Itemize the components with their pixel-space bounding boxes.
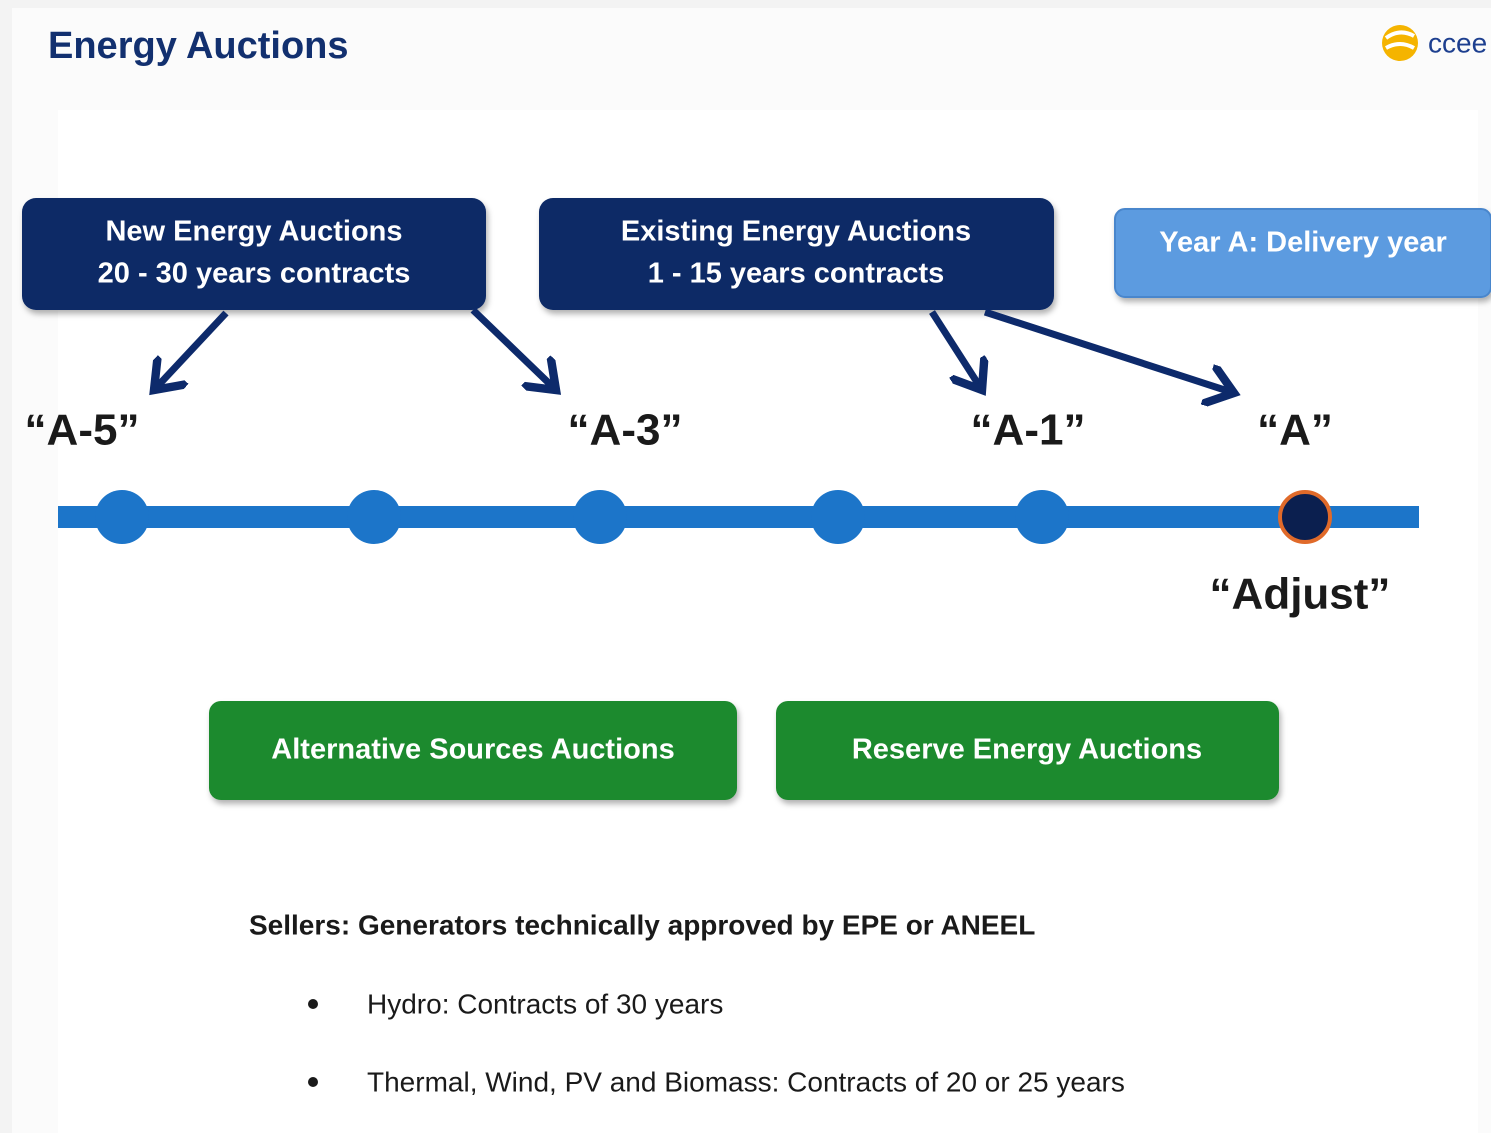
title: Energy Auctions — [48, 25, 349, 67]
timeline-label: “A-3” — [568, 406, 683, 455]
bullet — [308, 1077, 318, 1087]
dot — [347, 490, 401, 544]
dot — [1015, 490, 1069, 544]
box — [1114, 208, 1491, 298]
logo-swoosh — [1384, 30, 1415, 50]
delivery-dot — [1278, 490, 1332, 544]
adjust-label: “Adjust” — [1210, 570, 1391, 619]
box-text: 20 - 30 years contracts — [98, 258, 411, 290]
dot — [811, 490, 865, 544]
green-box — [209, 701, 737, 800]
bullet-text: Thermal, Wind, PV and Biomass: Contracts… — [367, 1066, 1125, 1097]
arrow — [983, 308, 1234, 393]
green-box-text: Reserve Energy Auctions — [852, 734, 1202, 766]
dot — [573, 490, 627, 544]
logo-text: ccee — [1428, 27, 1487, 58]
sellers-text: Sellers: Generators technically approved… — [249, 909, 1035, 940]
arrow — [470, 307, 556, 390]
arrows — [154, 307, 1234, 393]
timeline-label: “A-1” — [971, 406, 1086, 455]
timeline-label: “A-5” — [25, 406, 140, 455]
logo: ccee — [1382, 25, 1487, 61]
box — [539, 198, 1054, 310]
box-text: Existing Energy Auctions — [621, 216, 971, 248]
bullet — [308, 999, 318, 1009]
box-text: 1 - 15 years contracts — [648, 258, 945, 290]
green-box — [776, 701, 1279, 800]
bullet-text: Hydro: Contracts of 30 years — [367, 988, 723, 1019]
box-text: Year A: Delivery year — [1159, 227, 1447, 259]
arrow — [154, 310, 229, 390]
box — [22, 198, 486, 310]
timeline — [58, 506, 1419, 528]
dot — [95, 490, 149, 544]
green-box-text: Alternative Sources Auctions — [271, 734, 674, 766]
timeline-label: “A” — [1257, 406, 1333, 455]
timeline-dots — [95, 490, 1069, 544]
box-text: New Energy Auctions — [105, 216, 402, 248]
arrow — [929, 310, 982, 390]
